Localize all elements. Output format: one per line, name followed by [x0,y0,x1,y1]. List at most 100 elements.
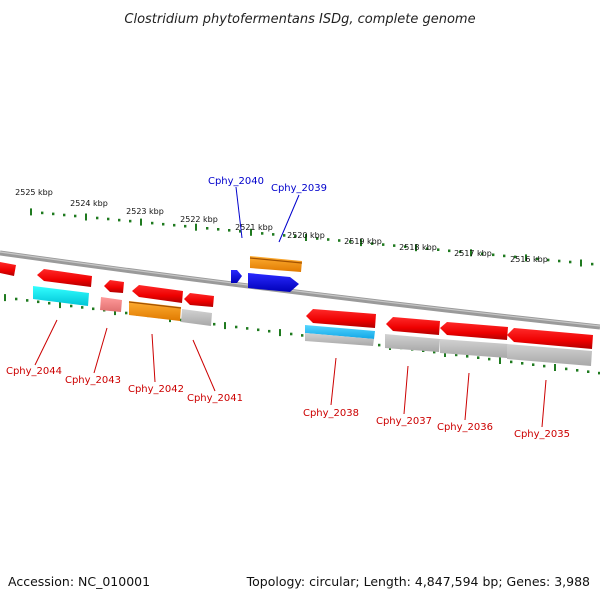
upper-track-dot [591,262,594,266]
lower-track-major-tick [59,301,61,309]
lower-track-dot [268,329,271,333]
gene-label-group-cphy-2044: Cphy_2044 [6,319,62,377]
upper-track-dot [426,247,429,250]
gene-cphy-2040[interactable] [231,270,242,283]
gene-cphy-2037[interactable] [385,317,440,352]
upper-track-dot [294,235,297,238]
scale-tick-label: 2521 kbp [235,223,273,232]
gene-label-group-cphy-2042: Cphy_2042 [128,333,184,395]
gene-cphy-2035[interactable] [507,328,593,366]
lower-track-dot [290,332,293,336]
upper-track-dot [173,223,176,227]
lower-track-dot [565,367,568,371]
genome-backbone [0,250,600,330]
scale-track-upper [30,208,594,267]
gene-label-cphy-2037[interactable]: Cphy_2037 [376,416,432,427]
map-title: Clostridium phytofermentans ISDg, comple… [124,12,475,27]
gene-label-cphy-2040[interactable]: Cphy_2040 [208,176,264,187]
scale-tick-labels: 2525 kbp 2524 kbp 2523 kbp 2522 kbp 2521 kbp… [15,188,548,264]
upper-track-major-tick [250,228,252,236]
upper-track-dot [283,234,286,237]
lower-track-dot [301,334,304,337]
scale-tick-label: 2522 kbp [180,215,218,224]
scale-tick-label: 2517 kbp [454,249,492,258]
lower-track-major-tick [279,329,281,337]
lower-track-dot [532,363,535,366]
upper-track-dot [503,254,506,258]
gene-cphy-2044[interactable] [0,262,92,306]
gene-cphy-2042[interactable] [128,285,183,321]
lower-track-dot [378,343,381,347]
upper-track-major-tick [415,244,417,252]
lower-track-major-tick [444,350,446,357]
gene-cphy-2036[interactable] [440,322,508,358]
upper-track-dot [151,221,154,225]
upper-track-dot [239,230,242,233]
lower-track-dot [15,297,18,301]
upper-track-dot [63,213,66,217]
upper-track-dot [338,239,341,242]
lower-track-dot [510,360,513,364]
upper-track-major-tick [470,249,472,257]
scale-tick-label: 2519 kbp [344,237,382,246]
upper-track-dot [217,228,220,231]
gene-label-cphy-2039[interactable]: Cphy_2039 [271,183,327,194]
gene-label-cphy-2044[interactable]: Cphy_2044 [6,366,62,377]
upper-track-dot [118,218,121,222]
upper-track-dot [316,237,319,240]
upper-track-major-tick [525,254,527,262]
scale-tick-label: 2525 kbp [15,188,53,197]
gene-cphy-2039[interactable] [248,256,303,292]
upper-track-dot [96,216,99,220]
lower-track-dot [70,304,73,308]
upper-track-dot [272,233,275,236]
upper-track-major-tick [360,239,362,247]
upper-track-dot [547,258,550,262]
lower-track-dot [598,371,600,375]
gene-cphy-2038[interactable] [305,309,376,346]
genome-summary-text: Topology: circular; Length: 4,847,594 bp… [246,574,590,589]
upper-track-dot [492,253,495,257]
gene-label-cphy-2041[interactable]: Cphy_2041 [187,393,243,404]
lower-track-dot [213,322,216,326]
gene-label-cphy-2042[interactable]: Cphy_2042 [128,384,184,395]
upper-track-major-tick [30,208,32,216]
gene-label-group-cphy-2037: Cphy_2037 [376,365,432,427]
lower-track-dot [488,357,491,361]
upper-track-major-tick [140,218,142,226]
upper-track-dot [349,240,352,243]
upper-track-dot [382,243,385,246]
upper-track-dot [393,244,396,247]
upper-track-dot [52,212,55,216]
scale-tick-label: 2523 kbp [126,207,164,216]
upper-track-dot [41,211,44,215]
upper-track-dot [437,248,440,251]
lower-track-major-tick [114,308,116,316]
upper-track-dot [327,238,330,241]
upper-track-dot [371,242,374,245]
lower-track-dot [455,353,458,357]
gene-cphy-2043[interactable] [100,280,124,312]
upper-track-dot [459,250,462,254]
gene-label-group-cphy-2038: Cphy_2038 [303,357,359,419]
upper-track-dot [448,249,451,253]
gene-cphy-2041[interactable] [181,293,214,326]
upper-track-major-tick [580,259,582,267]
lower-track-major-tick [224,322,226,330]
upper-track-dot [107,217,110,221]
lower-track-dot [587,370,590,373]
upper-track-dot [129,219,132,223]
gene-label-group-cphy-2036: Cphy_2036 [437,372,493,433]
gene-label-cphy-2038[interactable]: Cphy_2038 [303,408,359,419]
upper-track-major-tick [195,223,197,231]
upper-track-dot [184,224,187,228]
upper-track-dot [481,252,484,256]
upper-track-dot [569,260,572,264]
scale-tick-label: 2518 kbp [399,243,437,252]
scale-tick-label: 2524 kbp [70,199,108,208]
gene-label-cphy-2036[interactable]: Cphy_2036 [437,422,493,433]
gene-label-cphy-2035[interactable]: Cphy_2035 [514,429,570,440]
upper-track-major-tick [305,234,307,241]
gene-label-cphy-2043[interactable]: Cphy_2043 [65,375,121,386]
